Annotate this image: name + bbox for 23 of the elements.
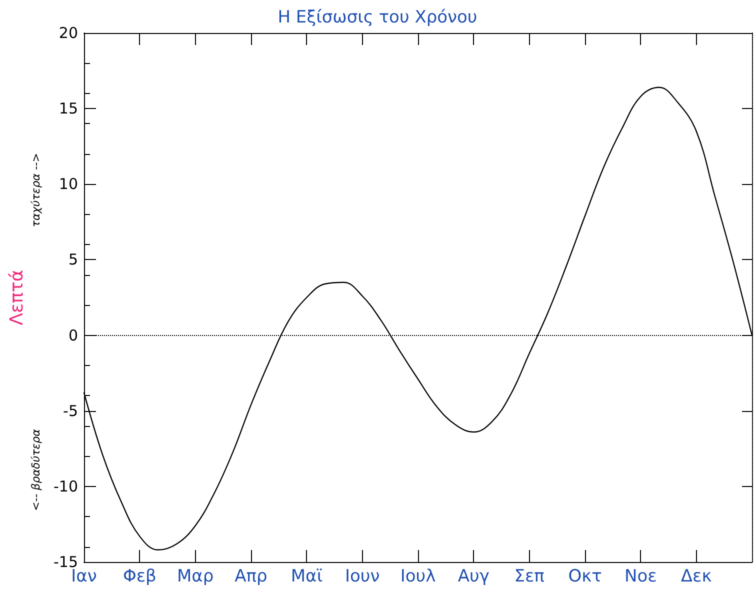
y-tick-label: 5 bbox=[68, 250, 78, 269]
x-tick-label: Ιαν bbox=[71, 566, 97, 586]
text: ταχύτερα --> bbox=[30, 152, 42, 228]
x-tick-label: Αυγ bbox=[458, 566, 490, 586]
x-tick-label: Δεκ bbox=[680, 566, 712, 586]
y-axis-title: Λεπτά bbox=[6, 270, 28, 326]
y-tick-label: 15 bbox=[58, 100, 78, 118]
x-tick-label: Απρ bbox=[234, 566, 268, 586]
x-tick-label: Σεπ bbox=[514, 566, 544, 586]
y-tick-label: -5 bbox=[63, 402, 78, 420]
y-tick-label: 0 bbox=[68, 326, 78, 344]
x-tick-label: Ιουν bbox=[344, 566, 380, 586]
chart-title: Η Εξίσωσις του Χρόνου bbox=[278, 8, 478, 28]
x-tick-label: Οκτ bbox=[568, 566, 602, 586]
text: <-- βραδύτερα bbox=[30, 428, 42, 511]
y-tick-label: 10 bbox=[58, 175, 78, 194]
x-tick-label: Φεβ bbox=[122, 566, 156, 586]
x-tick-label: Μαϊ bbox=[290, 566, 323, 586]
x-tick-label: Νοε bbox=[624, 566, 657, 586]
x-tick-label: Μαρ bbox=[176, 566, 214, 586]
y-tick-label: 20 bbox=[58, 24, 78, 42]
y-tick-label: -10 bbox=[54, 477, 78, 496]
x-tick-label: Ιουλ bbox=[400, 566, 436, 586]
